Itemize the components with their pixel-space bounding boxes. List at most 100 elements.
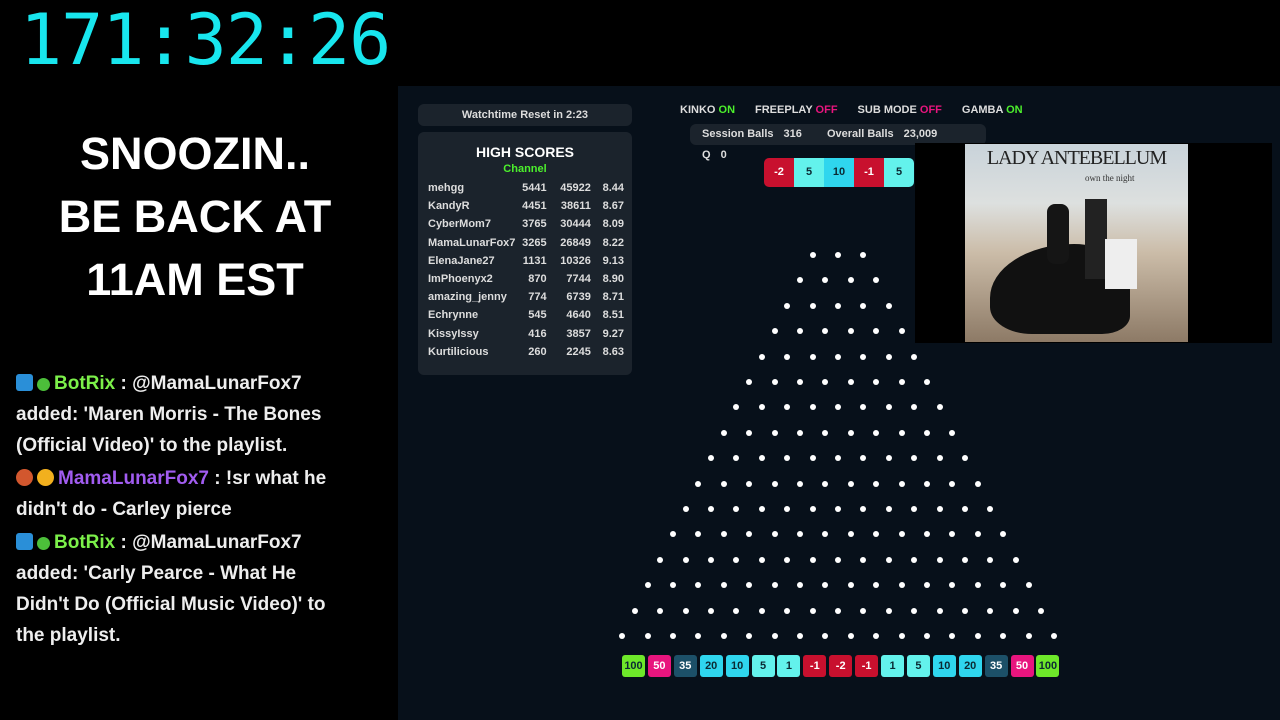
queue-label: Q — [702, 149, 711, 161]
peg — [809, 607, 816, 614]
peg — [758, 556, 765, 563]
peg — [885, 556, 892, 563]
queue-value: 0 — [720, 149, 727, 161]
peg — [974, 531, 981, 538]
peg — [720, 480, 727, 487]
peg — [898, 633, 905, 639]
peg — [949, 582, 956, 589]
sub-badge-icon — [37, 469, 54, 486]
peg — [923, 582, 930, 589]
peg — [796, 633, 803, 639]
peg — [860, 353, 867, 360]
peg — [784, 404, 791, 411]
peg — [885, 455, 892, 462]
peg — [873, 582, 880, 589]
moderator-badge-icon — [16, 533, 33, 550]
score-slot: -1 — [855, 655, 879, 677]
score-slot: 10 — [932, 655, 956, 677]
peg — [733, 506, 740, 512]
peg — [771, 531, 778, 538]
avatar-badge-icon — [16, 469, 33, 486]
peg — [923, 379, 930, 385]
average: 9.27 — [602, 327, 624, 340]
peg — [885, 353, 892, 360]
flag-freeplay: FREEPLAY OFF — [755, 104, 838, 116]
score-slot: 50 — [1010, 655, 1034, 677]
peg — [911, 455, 918, 462]
chat-feed: BotRix : @MamaLunarFox7 added: 'Maren Mo… — [16, 368, 346, 653]
peg — [695, 633, 702, 639]
score-row: KissyIssy 416 3857 9.27 — [428, 325, 624, 343]
player-name: mehgg — [428, 182, 465, 195]
player-name: Kurtilicious — [428, 345, 489, 358]
score: 774 — [528, 291, 547, 304]
peg — [720, 531, 727, 538]
recent-result: -1 — [854, 158, 884, 187]
chat-username[interactable]: BotRix — [54, 532, 116, 553]
peg — [949, 531, 956, 538]
peg — [784, 556, 791, 563]
peg — [733, 607, 740, 614]
player-name: amazing_jenny — [428, 291, 507, 304]
peg — [682, 556, 689, 563]
peg — [695, 480, 702, 487]
peg — [873, 633, 880, 639]
balls: 7744 — [566, 273, 591, 286]
chat-username[interactable]: MamaLunarFox7 — [58, 468, 209, 489]
peg — [860, 252, 867, 258]
overall-balls-label: Overall Balls — [826, 128, 894, 140]
balls: 2245 — [566, 345, 591, 358]
peg — [758, 607, 765, 614]
verified-badge-icon — [37, 378, 50, 391]
peg — [784, 506, 791, 512]
high-scores-subtitle: Channel — [503, 163, 547, 175]
peg — [1000, 582, 1007, 589]
player-name: KissyIssy — [428, 327, 479, 340]
peg — [631, 607, 638, 614]
peg — [835, 353, 841, 360]
peg — [1000, 531, 1007, 538]
peg — [771, 582, 778, 589]
peg — [809, 404, 816, 411]
peg — [885, 302, 892, 309]
peg — [911, 506, 918, 512]
peg — [644, 633, 651, 639]
peg — [847, 379, 854, 385]
player-name: ElenaJane27 — [428, 254, 495, 267]
peg — [682, 607, 689, 614]
score-row: ImPhoenyx2 870 7744 8.90 — [428, 270, 624, 288]
score-slot: -1 — [803, 655, 827, 677]
peg — [1025, 582, 1032, 589]
peg — [962, 556, 968, 563]
chat-message: BotRix : @MamaLunarFox7 added: 'Carly Pe… — [16, 527, 346, 651]
chat-message: MamaLunarFox7 : !sr what he didn't do - … — [16, 463, 346, 525]
album-title: own the night — [1085, 173, 1135, 183]
peg — [1000, 633, 1007, 639]
score-row: ElenaJane27 1131 10326 9.13 — [428, 252, 624, 270]
peg — [898, 531, 905, 538]
peg — [708, 455, 714, 462]
peg — [847, 633, 854, 639]
peg — [835, 607, 841, 614]
score-row: Kurtilicious 260 2245 8.63 — [428, 343, 624, 361]
score: 416 — [528, 327, 547, 340]
score-slot: 50 — [647, 655, 671, 677]
overall-balls-value: 23,009 — [903, 128, 938, 140]
peg — [758, 506, 765, 512]
peg — [822, 429, 829, 436]
peg — [873, 277, 880, 284]
peg — [758, 455, 765, 462]
peg — [669, 633, 676, 639]
peg — [758, 404, 765, 411]
peg — [809, 506, 816, 512]
peg — [657, 607, 664, 614]
peg — [847, 277, 854, 284]
peg — [733, 556, 740, 563]
flag-kinko: KINKO ON — [680, 104, 736, 116]
peg — [695, 531, 702, 538]
chat-username[interactable]: BotRix — [54, 373, 116, 394]
peg — [974, 480, 981, 487]
player-name: ImPhoenyx2 — [428, 273, 493, 286]
peg — [860, 455, 867, 462]
peg — [873, 480, 880, 487]
